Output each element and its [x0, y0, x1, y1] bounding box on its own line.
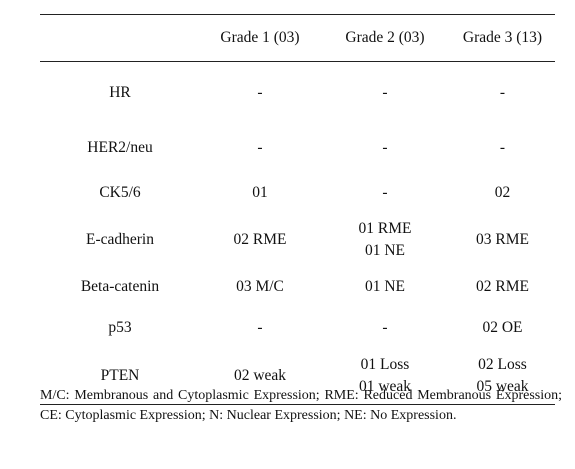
- cell-value: -: [382, 84, 388, 101]
- header-cell-marker: [40, 15, 200, 62]
- marker-cell: p53: [108, 319, 132, 336]
- table-row: HER2/neu - - -: [40, 124, 555, 172]
- table-row: HR - - -: [40, 62, 555, 125]
- table-row: Beta-catenin 03 M/C 01 NE 02 RME: [40, 266, 555, 308]
- table-container: Grade 1 (03) Grade 2 (03) Grade 3 (13) H…: [40, 14, 555, 405]
- value-cell-grade-1: 01: [200, 172, 320, 214]
- value-cell-grade-2: -: [320, 62, 450, 125]
- value-cell-grade-1: 03 M/C: [200, 266, 320, 308]
- value-cell-grade-2: 01 Loss 01 weak: [320, 348, 450, 405]
- cell-value: -: [499, 84, 506, 101]
- value-cell-grade-2: 01 RME 01 NE: [320, 214, 450, 266]
- cell-value: -: [257, 319, 263, 336]
- table-header: Grade 1 (03) Grade 2 (03) Grade 3 (13): [40, 14, 555, 62]
- cell-value: -: [499, 139, 506, 156]
- cell-value: -: [257, 139, 263, 156]
- cell-value: -: [382, 184, 388, 201]
- cell-value: 02 weak: [233, 367, 287, 384]
- cell-value: 02: [494, 184, 511, 201]
- cell-value: 01 weak: [358, 378, 412, 395]
- value-cell-grade-2: -: [320, 308, 450, 348]
- value-cell-grade-3: 02 RME: [450, 266, 555, 308]
- cell-value: 01: [252, 184, 268, 201]
- value-cell-grade-1: -: [200, 308, 320, 348]
- value-cell-grade-1: -: [200, 62, 320, 125]
- cell-value: -: [382, 139, 388, 156]
- cell-value: 01 NE: [364, 242, 406, 259]
- table-footnote: M/C: Membranous and Cytoplasmic Expressi…: [40, 388, 562, 423]
- value-cell-grade-2: -: [320, 124, 450, 172]
- table-row: E-cadherin 02 RME 01 RME 01 NE 03 RME: [40, 214, 555, 266]
- cell-value: 02 RME: [233, 231, 287, 248]
- header-cell-grade-2: Grade 2 (03): [345, 29, 425, 46]
- value-cell-grade-2: -: [320, 172, 450, 214]
- marker-cell: CK5/6: [99, 184, 141, 201]
- table-row: PTEN 02 weak 01 Loss 01 weak 02 Loss 05 weak: [40, 348, 555, 405]
- cell-value: 02 RME: [476, 278, 529, 295]
- header-cell-grade-3: Grade 3 (13): [462, 29, 543, 46]
- value-cell-grade-1: 02 weak: [200, 348, 320, 405]
- marker-cell: HR: [109, 84, 131, 101]
- marker-cell: HER2/neu: [87, 139, 153, 156]
- cell-value: 01 Loss: [360, 356, 410, 373]
- expression-table: Grade 1 (03) Grade 2 (03) Grade 3 (13) H…: [40, 14, 555, 405]
- table-row: CK5/6 01 - 02: [40, 172, 555, 214]
- value-cell-grade-3: 02 Loss 05 weak: [450, 348, 555, 405]
- table-body: HR - - - HER2/neu - - - CK5/6 01 - 02 E-cadherin 02 R…: [40, 62, 555, 405]
- value-cell-grade-3: 02 OE: [450, 308, 555, 348]
- cell-value: 03 M/C: [236, 278, 284, 295]
- marker-cell: PTEN: [100, 367, 140, 384]
- value-cell-grade-1: 02 RME: [200, 214, 320, 266]
- value-cell-grade-3: -: [450, 124, 555, 172]
- table-row: p53 - - 02 OE: [40, 308, 555, 348]
- cell-value: 01 RME: [358, 220, 412, 237]
- value-cell-grade-2: 01 NE: [320, 266, 450, 308]
- value-cell-grade-3: 02: [450, 172, 555, 214]
- marker-cell: Beta-catenin: [80, 278, 160, 295]
- cell-value: -: [382, 319, 388, 336]
- cell-value: 02 OE: [482, 319, 523, 336]
- marker-cell: E-cadherin: [86, 231, 154, 248]
- value-cell-grade-3: 03 RME: [450, 214, 555, 266]
- cell-value: 03 RME: [476, 231, 529, 248]
- header-row: Grade 1 (03) Grade 2 (03) Grade 3 (13): [40, 14, 555, 62]
- value-cell-grade-3: -: [450, 62, 555, 125]
- cell-value: 01 NE: [364, 278, 406, 295]
- cell-value: 02 Loss: [478, 356, 527, 373]
- cell-value: -: [257, 84, 263, 101]
- header-cell-grade-1: Grade 1 (03): [220, 29, 300, 46]
- cell-value: 05 weak: [476, 378, 529, 395]
- value-cell-grade-1: -: [200, 124, 320, 172]
